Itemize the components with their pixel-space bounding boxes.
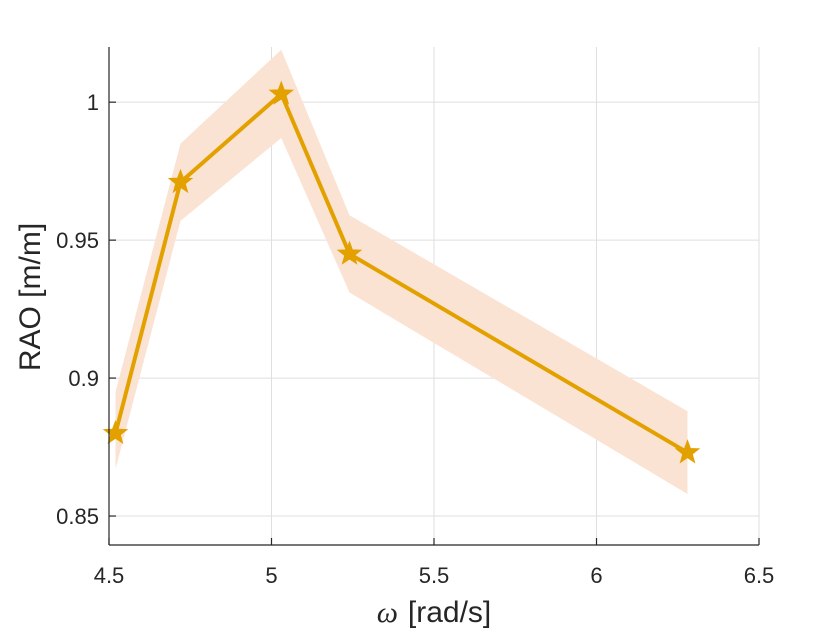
data-point-star <box>102 419 129 445</box>
confidence-band-layer <box>115 49 688 494</box>
x-tick-label: 6.5 <box>744 563 775 588</box>
x-axis-title: ω [rad/s] <box>377 596 492 629</box>
x-tick-label: 5 <box>265 563 277 588</box>
data-point-star <box>674 439 701 464</box>
x-axis-symbol: ω <box>377 596 398 629</box>
x-tick-labels: 4.5 5 5.5 6 6.5 <box>94 563 775 588</box>
y-tick-label: 0.9 <box>68 366 99 391</box>
y-axis-title: RAO [m/m] <box>14 223 47 371</box>
y-tick-labels: 0.85 0.9 0.95 1 <box>56 90 99 529</box>
series-markers <box>102 80 701 464</box>
confidence-band <box>115 49 688 494</box>
data-point-star <box>268 80 295 105</box>
x-axis-unit: [rad/s] <box>408 596 491 629</box>
x-tick-label: 5.5 <box>419 563 450 588</box>
x-tick-label: 6 <box>590 563 602 588</box>
y-tick-label: 0.95 <box>56 228 99 253</box>
data-point-star <box>167 168 194 194</box>
data-point-star <box>336 240 363 265</box>
axes <box>108 47 760 546</box>
x-tick-label: 4.5 <box>94 563 125 588</box>
y-tick-label: 1 <box>87 90 99 115</box>
y-tick-label: 0.85 <box>56 504 99 529</box>
